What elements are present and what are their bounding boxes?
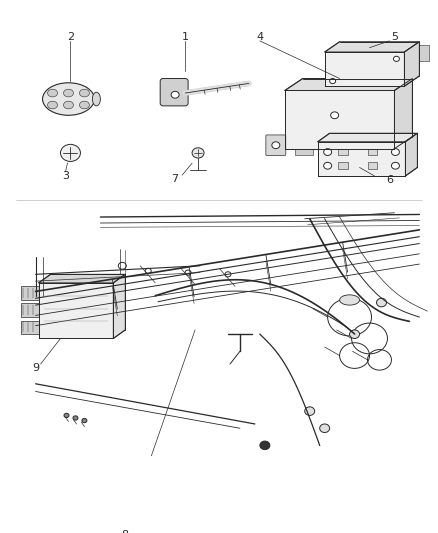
Ellipse shape — [42, 83, 95, 115]
Ellipse shape — [79, 89, 89, 97]
Polygon shape — [39, 274, 125, 283]
Bar — [21, 320, 39, 334]
Circle shape — [60, 144, 81, 161]
Text: 6: 6 — [386, 175, 393, 185]
Ellipse shape — [48, 89, 57, 97]
Bar — [338, 163, 348, 169]
Circle shape — [145, 268, 151, 273]
Text: 4: 4 — [256, 31, 263, 42]
Polygon shape — [325, 42, 419, 52]
FancyBboxPatch shape — [160, 78, 188, 106]
Bar — [370, 149, 388, 156]
Polygon shape — [285, 78, 413, 91]
FancyBboxPatch shape — [266, 135, 286, 156]
Bar — [419, 45, 429, 61]
Circle shape — [324, 149, 332, 156]
Circle shape — [272, 142, 280, 149]
Ellipse shape — [64, 101, 74, 109]
Ellipse shape — [48, 101, 57, 109]
Polygon shape — [39, 283, 113, 338]
Circle shape — [393, 56, 399, 61]
Circle shape — [324, 163, 332, 169]
Circle shape — [330, 78, 336, 84]
Circle shape — [392, 149, 399, 156]
Circle shape — [320, 424, 330, 432]
Bar — [21, 303, 39, 317]
Circle shape — [192, 148, 204, 158]
Bar — [345, 149, 363, 156]
Circle shape — [305, 407, 314, 415]
Ellipse shape — [64, 89, 74, 97]
Circle shape — [171, 91, 179, 98]
Bar — [338, 149, 348, 156]
Polygon shape — [318, 133, 417, 142]
Circle shape — [185, 270, 191, 275]
Circle shape — [118, 262, 126, 269]
Circle shape — [82, 418, 87, 423]
Polygon shape — [406, 133, 417, 176]
Polygon shape — [318, 142, 406, 176]
Polygon shape — [404, 42, 419, 86]
Circle shape — [377, 298, 386, 307]
Circle shape — [260, 441, 270, 450]
Bar — [21, 286, 39, 300]
Circle shape — [331, 112, 339, 119]
Polygon shape — [113, 274, 125, 338]
Bar — [320, 149, 338, 156]
Text: 5: 5 — [391, 31, 398, 42]
Polygon shape — [325, 52, 404, 86]
Text: 2: 2 — [67, 31, 74, 42]
Text: 3: 3 — [62, 171, 69, 181]
Text: 7: 7 — [172, 174, 179, 183]
Polygon shape — [285, 91, 395, 149]
Circle shape — [64, 413, 69, 417]
Text: 1: 1 — [182, 31, 189, 42]
Polygon shape — [395, 78, 413, 149]
Bar — [367, 149, 378, 156]
Bar — [295, 149, 313, 156]
Bar — [367, 163, 378, 169]
Ellipse shape — [92, 92, 100, 106]
Circle shape — [392, 163, 399, 169]
Ellipse shape — [339, 295, 360, 305]
Ellipse shape — [79, 101, 89, 109]
Text: 9: 9 — [32, 364, 39, 374]
Circle shape — [225, 272, 231, 277]
Text: 8: 8 — [122, 530, 129, 533]
Circle shape — [73, 416, 78, 420]
Circle shape — [350, 330, 360, 338]
